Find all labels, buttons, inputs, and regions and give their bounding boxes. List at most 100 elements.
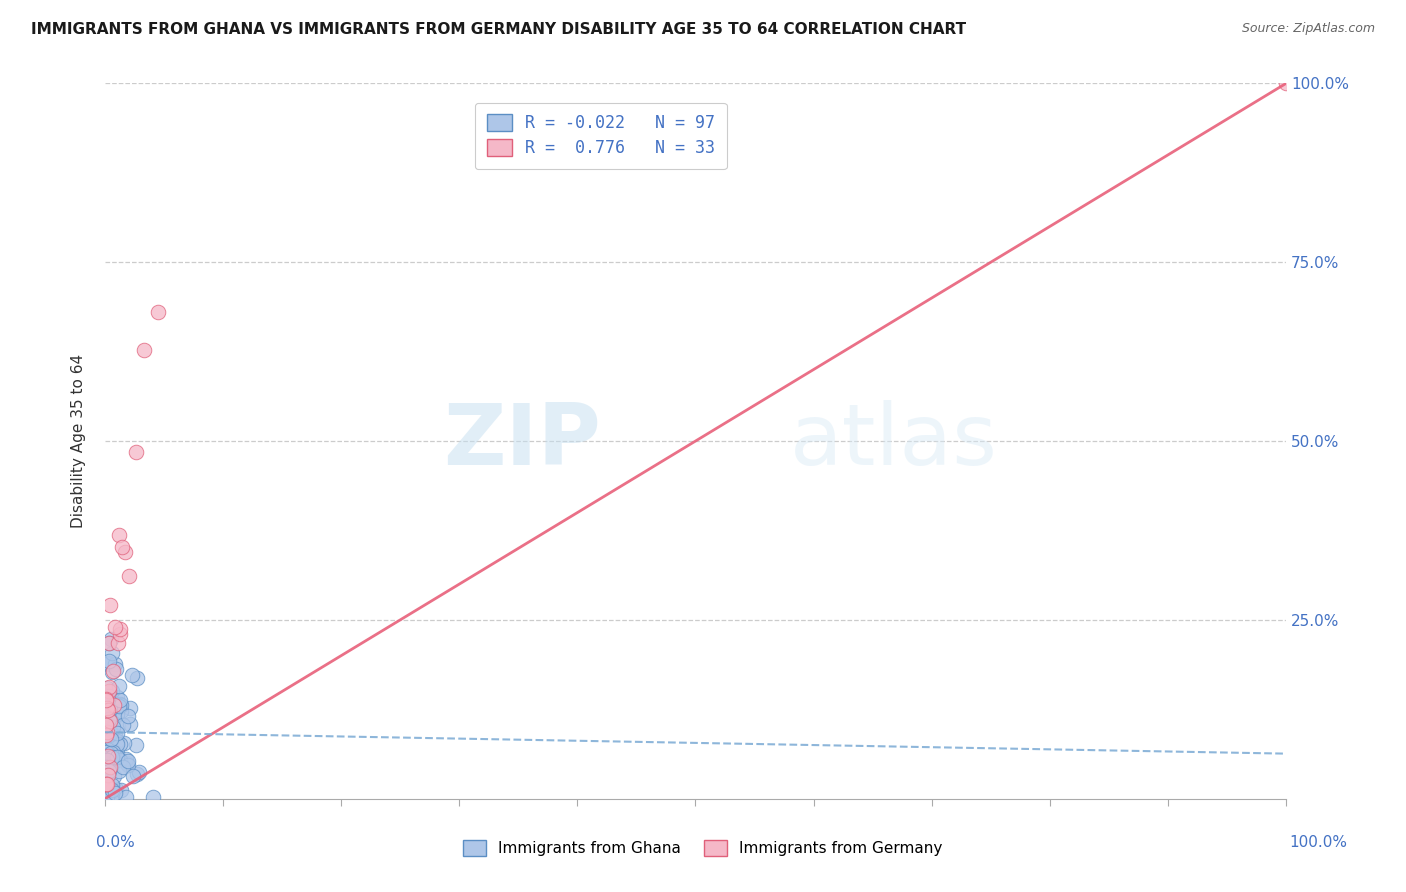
- Point: [96, 681, 118, 695]
- Y-axis label: Disability Age 35 to 64: Disability Age 35 to 64: [72, 354, 86, 528]
- Point: [115, 752, 138, 766]
- Point: [100, 746, 122, 760]
- Text: 0.0%: 0.0%: [96, 836, 135, 850]
- Point: [98, 760, 121, 774]
- Point: [115, 756, 138, 770]
- Point: [98, 635, 121, 649]
- Point: [108, 692, 131, 706]
- Point: [110, 698, 132, 712]
- Point: [108, 764, 131, 778]
- Point: [94, 743, 117, 757]
- Point: [107, 719, 129, 733]
- Point: [104, 620, 127, 634]
- Point: [120, 700, 142, 714]
- Point: [111, 718, 134, 732]
- Point: [97, 692, 120, 706]
- Point: [110, 704, 132, 718]
- Point: [98, 598, 121, 612]
- Point: [96, 745, 118, 759]
- Point: [104, 745, 127, 759]
- Point: [94, 728, 117, 742]
- Point: [112, 760, 135, 774]
- Point: [105, 750, 128, 764]
- Point: [114, 545, 136, 559]
- Point: [108, 698, 131, 713]
- Point: [100, 726, 122, 740]
- Point: [94, 744, 117, 758]
- Point: [146, 305, 169, 319]
- Point: [111, 540, 134, 554]
- Point: [110, 783, 132, 797]
- Point: [125, 444, 148, 458]
- Text: ZIP: ZIP: [443, 400, 600, 483]
- Point: [97, 747, 120, 761]
- Point: [96, 790, 118, 805]
- Point: [103, 698, 125, 712]
- Point: [96, 657, 118, 672]
- Point: [94, 777, 117, 791]
- Point: [114, 790, 136, 805]
- Point: [104, 730, 127, 744]
- Point: [96, 692, 118, 706]
- Point: [97, 749, 120, 764]
- Point: [94, 730, 117, 744]
- Point: [97, 790, 120, 805]
- Point: [108, 527, 131, 541]
- Point: [105, 737, 128, 751]
- Point: [100, 790, 122, 805]
- Point: [105, 707, 128, 722]
- Text: IMMIGRANTS FROM GHANA VS IMMIGRANTS FROM GERMANY DISABILITY AGE 35 TO 64 CORRELA: IMMIGRANTS FROM GHANA VS IMMIGRANTS FROM…: [31, 22, 966, 37]
- Point: [94, 777, 117, 791]
- Point: [94, 721, 117, 735]
- Point: [125, 671, 148, 685]
- Point: [100, 646, 122, 660]
- Point: [96, 742, 118, 756]
- Point: [97, 656, 120, 670]
- Point: [121, 668, 143, 682]
- Point: [101, 749, 124, 764]
- Point: [117, 757, 139, 772]
- Point: [101, 745, 124, 759]
- Point: [96, 790, 118, 805]
- Point: [103, 754, 125, 768]
- Point: [100, 732, 122, 747]
- Point: [101, 665, 124, 680]
- Point: [96, 725, 118, 739]
- Point: [125, 738, 148, 752]
- Point: [96, 718, 118, 732]
- Point: [108, 627, 131, 641]
- Point: [108, 622, 131, 636]
- Point: [101, 720, 124, 734]
- Point: [1275, 77, 1298, 91]
- Point: [97, 697, 120, 711]
- Point: [101, 683, 124, 698]
- Legend: Immigrants from Ghana, Immigrants from Germany: Immigrants from Ghana, Immigrants from G…: [457, 834, 949, 862]
- Point: [98, 702, 121, 716]
- Point: [94, 748, 117, 763]
- Point: [110, 737, 132, 751]
- Point: [103, 664, 125, 678]
- Point: [97, 709, 120, 723]
- Text: atlas: atlas: [790, 400, 998, 483]
- Text: 100.0%: 100.0%: [1289, 836, 1347, 850]
- Point: [122, 769, 145, 783]
- Point: [96, 700, 118, 714]
- Point: [100, 778, 122, 792]
- Point: [98, 681, 121, 695]
- Point: [94, 770, 117, 784]
- Point: [105, 726, 128, 740]
- Point: [100, 632, 122, 646]
- Point: [94, 759, 117, 773]
- Point: [100, 739, 122, 754]
- Point: [97, 703, 120, 717]
- Point: [108, 697, 131, 711]
- Point: [125, 767, 148, 781]
- Point: [105, 690, 128, 704]
- Point: [103, 768, 125, 782]
- Point: [128, 765, 150, 780]
- Point: [104, 710, 127, 724]
- Point: [100, 753, 122, 767]
- Point: [96, 778, 118, 792]
- Point: [96, 698, 118, 712]
- Point: [105, 746, 128, 760]
